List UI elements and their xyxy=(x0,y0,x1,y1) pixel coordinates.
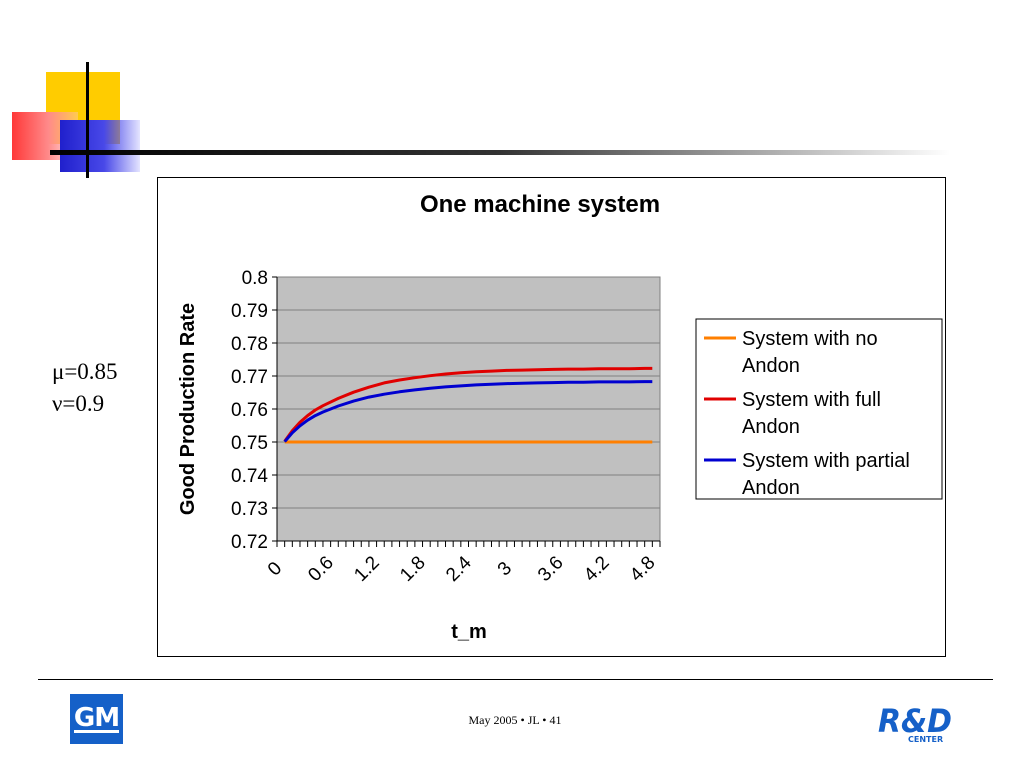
y-tick-label: 0.78 xyxy=(231,334,268,355)
rd-logo-sub: CENTER xyxy=(908,735,943,744)
y-tick-label: 0.75 xyxy=(231,433,268,454)
chart-title: One machine system xyxy=(420,191,660,218)
parameter-list: μ=0.85 ν=0.9 xyxy=(52,356,118,420)
y-tick-label: 0.8 xyxy=(242,268,268,289)
x-tick-label: 0.6 xyxy=(304,552,338,586)
x-tick-label: 1.8 xyxy=(396,552,430,586)
x-tick-label: 3.6 xyxy=(534,552,568,586)
series-lines xyxy=(283,366,653,444)
gm-logo: GM xyxy=(70,694,123,744)
y-axis-label: Good Production Rate xyxy=(177,303,199,515)
y-tick-label: 0.77 xyxy=(231,367,268,388)
gm-logo-text: GM xyxy=(73,702,120,733)
series-line-1 xyxy=(283,366,653,443)
series-line-2 xyxy=(283,380,653,443)
x-tick-label: 4.2 xyxy=(580,552,614,586)
param-nu: ν=0.9 xyxy=(52,391,105,416)
legend-label-2: System with partial Andon xyxy=(742,450,910,499)
y-tick-label: 0.73 xyxy=(231,499,268,520)
chart-frame: One machine system 0.8 0.79 0.78 0.77 0.76 0.… xyxy=(157,177,946,657)
x-tick-label: 3 xyxy=(494,558,516,580)
decor-blue-square xyxy=(60,120,140,172)
footer-divider xyxy=(38,679,993,680)
y-tick-label: 0.72 xyxy=(231,532,268,553)
decor-horizontal-line xyxy=(50,150,950,155)
decor-vertical-line xyxy=(86,62,89,178)
legend: System with no Andon System with full Andon… xyxy=(704,328,910,499)
x-tick-label: 1.2 xyxy=(350,552,384,586)
footer-text: May 2005 • JL • 41 xyxy=(468,713,562,727)
axes: 0.8 0.79 0.78 0.77 0.76 0.75 0.74 0.73 0.72 0 0.6 1… xyxy=(231,268,661,586)
y-tick-label: 0.74 xyxy=(231,466,268,487)
x-tick-label: 2.4 xyxy=(442,552,476,586)
legend-label-0: System with no Andon xyxy=(742,328,878,377)
x-tick-label: 4.8 xyxy=(626,552,660,586)
y-tick-label: 0.76 xyxy=(231,400,268,421)
param-mu: μ=0.85 xyxy=(52,359,118,384)
legend-label-1: System with full Andon xyxy=(742,389,881,438)
x-axis-label: t_m xyxy=(451,621,487,643)
rd-logo-main: R&D xyxy=(878,702,952,740)
y-tick-label: 0.79 xyxy=(231,301,268,322)
rd-center-logo: R&D CENTER xyxy=(878,702,952,744)
x-tick-label: 0 xyxy=(264,558,286,580)
chart-svg: One machine system 0.80.790.780.770.760.… xyxy=(177,191,943,643)
legend-box xyxy=(695,318,943,500)
